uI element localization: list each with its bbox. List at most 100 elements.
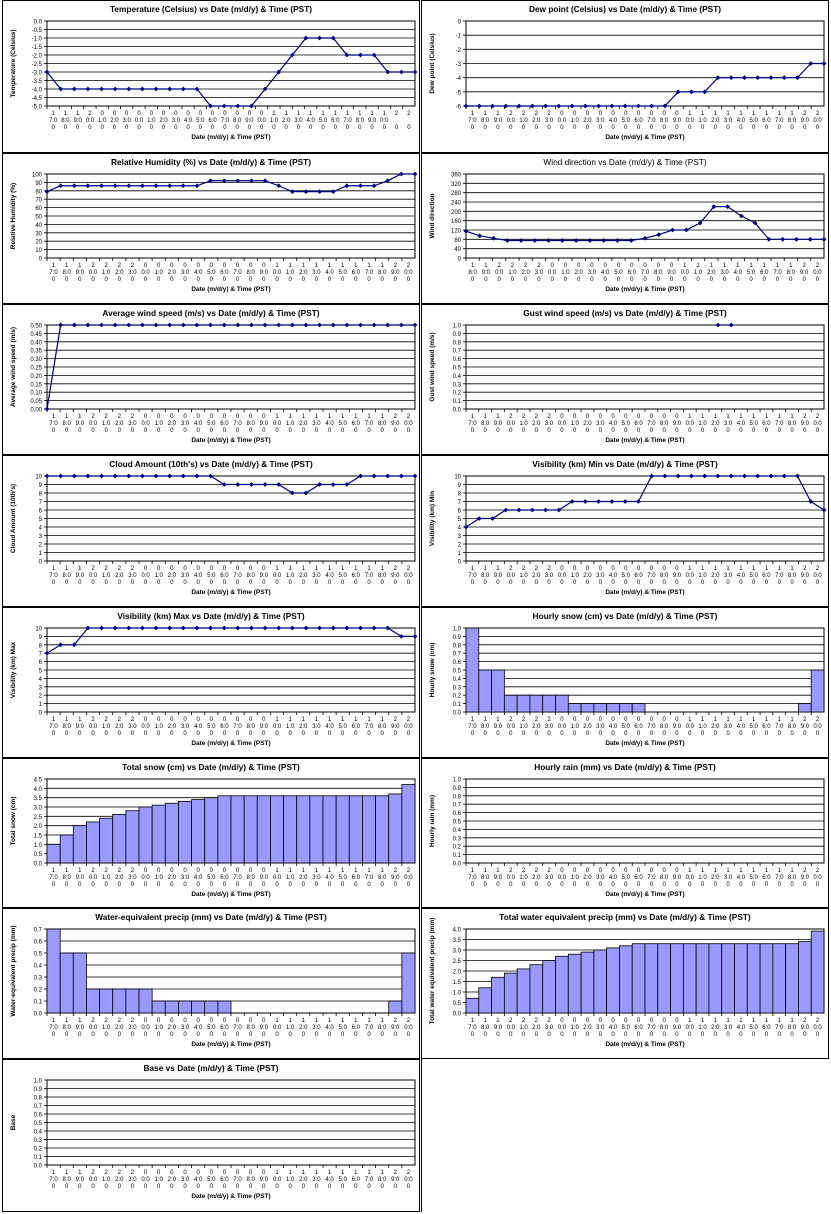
y-tick-label: 6	[39, 509, 43, 515]
x-tick-label: 0	[675, 428, 679, 434]
x-tick-label: 1	[341, 414, 345, 420]
x-tick-label: 0	[663, 428, 667, 434]
x-tick-label: 0	[309, 125, 313, 131]
x-tick-label: 9:0	[391, 270, 400, 276]
x-tick-label: 0	[328, 277, 332, 283]
y-tick-label: 0.1	[34, 1155, 43, 1161]
bar	[516, 968, 531, 1014]
x-tick-label: 0	[407, 125, 411, 131]
x-axis-label: Date (m/d/y) & Time (PST)	[191, 1193, 270, 1200]
x-tick-label: 0	[765, 1032, 769, 1038]
x-tick-label: 9:0	[801, 1025, 810, 1031]
x-tick-label: 0	[535, 882, 539, 888]
chart-svg: Total water equivalent precip (mm) vs Da…	[429, 912, 825, 1048]
x-tick-label: 0	[407, 580, 411, 586]
data-point	[412, 322, 418, 328]
x-tick-label: 0	[262, 580, 266, 586]
x-tick-label: 0	[816, 1032, 820, 1038]
x-tick-label: 9:0	[673, 875, 682, 881]
x-tick-label: 1:0	[519, 421, 528, 427]
x-tick-label: 0	[573, 111, 577, 117]
bar	[542, 694, 556, 713]
x-tick-label: 2:0	[168, 421, 177, 427]
x-tick-label: 0	[210, 263, 214, 269]
x-tick-label: 0	[752, 1032, 756, 1038]
x-tick-label: 3:0	[181, 1177, 190, 1183]
x-tick-label: 0	[624, 868, 628, 874]
x-tick-label: 0	[650, 414, 654, 420]
x-tick-label: 0	[765, 580, 769, 586]
y-tick-label: 0.2	[34, 988, 43, 994]
y-tick-label: 0.8	[453, 794, 462, 800]
x-tick-label: 2	[118, 717, 122, 723]
x-tick-label: 1	[778, 868, 782, 874]
y-tick-label: -2.0	[32, 54, 43, 60]
x-tick-label: 5:0	[207, 270, 216, 276]
y-tick-label: 0	[39, 560, 43, 566]
x-tick-label: 2	[537, 263, 541, 269]
chart-panel: Total water equivalent precip (mm) vs Da…	[421, 908, 829, 1059]
x-tick-label: 2:0	[115, 724, 124, 730]
x-tick-label: 0	[380, 731, 384, 737]
bar	[59, 834, 74, 864]
y-tick-label: 0.10	[30, 391, 42, 397]
x-tick-label: 9:0	[494, 573, 503, 579]
x-tick-label: 0	[118, 1184, 122, 1190]
x-tick-label: 0	[752, 428, 756, 434]
x-tick-label: 0	[752, 882, 756, 888]
data-point	[180, 86, 186, 92]
x-tick-label: 0	[637, 717, 641, 723]
x-tick-label: 5:0	[339, 875, 348, 881]
data-point	[821, 236, 827, 242]
x-tick-label: 0	[663, 566, 667, 572]
x-tick-label: 1	[380, 1170, 384, 1176]
x-tick-label: 0	[211, 125, 215, 131]
data-point	[262, 86, 268, 92]
x-tick-label: 0	[573, 868, 577, 874]
x-tick-label: 1	[78, 566, 82, 572]
y-tick-label: 0.7	[453, 652, 462, 658]
x-tick-label: 1	[701, 1018, 705, 1024]
x-axis-label: Date (m/d/y) & Time (PST)	[191, 740, 270, 747]
x-tick-label: 1:0	[519, 724, 528, 730]
x-tick-label: 2:0	[115, 875, 124, 881]
y-tick-label: 0.15	[30, 382, 42, 388]
x-tick-label: 7:0	[365, 875, 374, 881]
x-tick-label: 8:0	[481, 573, 490, 579]
x-tick-label: 9:0	[801, 875, 810, 881]
y-tick-label: 3	[39, 534, 43, 540]
bar	[721, 943, 735, 1014]
x-tick-label: 0	[101, 111, 105, 117]
y-tick-label: 0	[39, 257, 43, 263]
chart-panel: Hourly rain (mm) vs Date (m/d/y) & Time …	[421, 758, 829, 908]
x-tick-label: 3:0	[312, 1025, 321, 1031]
x-tick-label: 0	[162, 125, 166, 131]
x-tick-label: 2	[535, 566, 539, 572]
bar	[401, 784, 416, 864]
x-tick-label: 2:0	[168, 270, 177, 276]
x-tick-label: 7:0	[775, 724, 784, 730]
y-tick-label: -4	[456, 76, 462, 82]
data-point	[208, 625, 213, 631]
x-tick-label: 0	[248, 111, 252, 117]
y-tick-label: -1.5	[32, 45, 43, 51]
x-tick-label: 0	[471, 125, 475, 131]
x-tick-label: 0	[637, 1032, 641, 1038]
x-tick-label: 8:0	[660, 724, 669, 730]
x-tick-label: 0	[113, 125, 117, 131]
x-tick-label: 1	[496, 717, 500, 723]
x-tick-label: 0:0	[141, 1177, 150, 1183]
x-tick-label: 0:0	[813, 724, 822, 730]
data-point	[780, 236, 786, 242]
x-tick-label: 2:0	[711, 875, 720, 881]
x-tick-label: 0	[223, 263, 227, 269]
x-tick-label: 1	[328, 1170, 332, 1176]
data-point	[398, 634, 404, 639]
x-tick-label: 0	[249, 868, 253, 874]
x-tick-label: 2	[91, 868, 95, 874]
x-tick-label: 0:0	[135, 118, 144, 124]
x-tick-label: 1	[765, 868, 769, 874]
x-tick-label: 8:0	[787, 270, 796, 276]
x-tick-label: 0	[104, 428, 108, 434]
x-tick-label: 0	[688, 428, 692, 434]
